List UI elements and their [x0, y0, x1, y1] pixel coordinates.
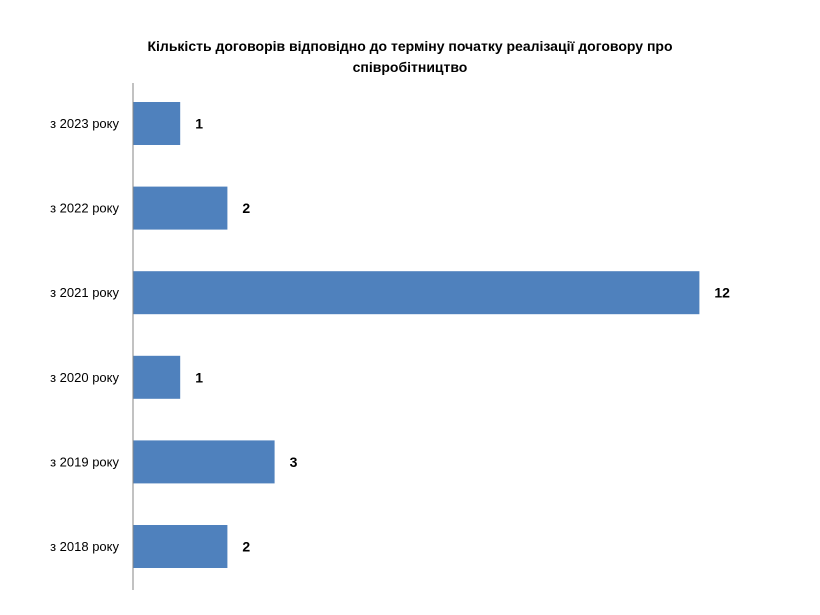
value-label-4: 3	[290, 454, 298, 470]
value-label-1: 2	[242, 200, 250, 216]
bars-layer	[133, 102, 700, 568]
category-label-0: з 2023 року	[50, 116, 119, 131]
value-label-0: 1	[195, 116, 203, 132]
bar-2	[133, 271, 700, 315]
bar-3	[133, 355, 181, 399]
value-label-3: 1	[195, 369, 203, 385]
bar-4	[133, 440, 275, 484]
bar-0	[133, 102, 181, 145]
value-label-2: 12	[714, 285, 730, 301]
category-label-3: з 2020 року	[50, 370, 119, 385]
category-label-1: з 2022 року	[50, 201, 119, 216]
chart-title: Кількість договорів відповідно до термін…	[147, 38, 673, 75]
category-label-2: з 2021 року	[50, 285, 119, 300]
bar-5	[133, 525, 228, 568]
labels-layer: з 2023 року 1з 2022 року 2з 2021 року 12з 2…	[50, 116, 730, 555]
bar-1	[133, 186, 228, 230]
category-label-4: з 2019 року	[50, 454, 119, 469]
value-label-5: 2	[242, 539, 250, 555]
category-label-5: з 2018 року	[50, 539, 119, 554]
